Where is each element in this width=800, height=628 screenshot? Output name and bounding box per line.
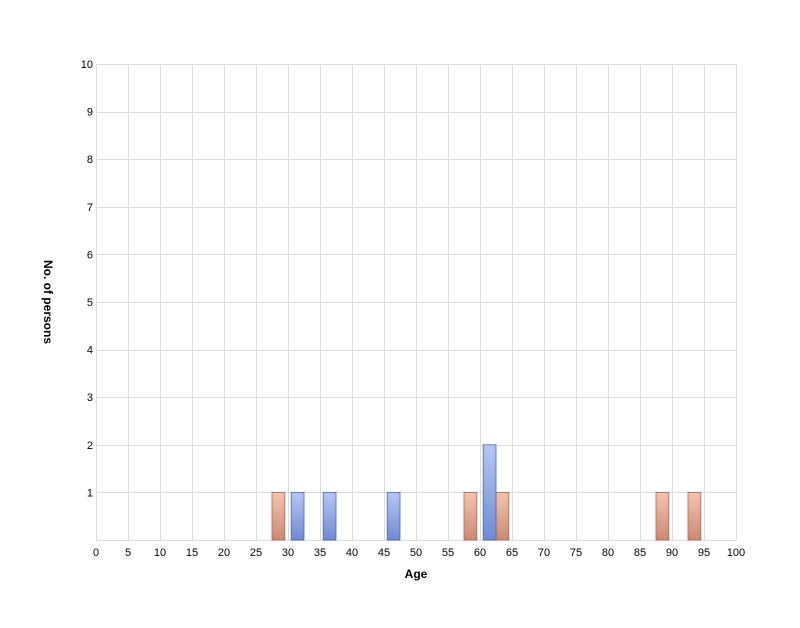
x-tick-label: 0 [93, 547, 99, 559]
y-tick-label: 9 [87, 107, 93, 119]
x-tick-label: 75 [570, 547, 582, 559]
x-tick-label: 50 [410, 547, 422, 559]
x-tick-label: 25 [250, 547, 262, 559]
x-axis-title: Age [405, 567, 428, 581]
x-tick-label: 80 [602, 547, 614, 559]
y-tick-label: 10 [81, 59, 93, 71]
x-tick-label: 40 [346, 547, 358, 559]
bar [687, 491, 702, 541]
x-tick-label: 20 [218, 547, 230, 559]
y-tick-label: 2 [87, 440, 93, 452]
y-axis-title: No. of persons [41, 260, 55, 344]
x-tick-label: 55 [442, 547, 454, 559]
y-tick-label: 6 [87, 249, 93, 261]
bar [495, 491, 510, 541]
bar [463, 491, 478, 541]
bar [290, 491, 305, 541]
bars [271, 444, 702, 541]
x-tick-label: 5 [125, 547, 131, 559]
bar [322, 491, 337, 541]
bar [655, 491, 670, 541]
bar [271, 491, 286, 541]
x-tick-label: 30 [282, 547, 294, 559]
x-tick-label: 15 [186, 547, 198, 559]
x-tick-label: 10 [154, 547, 166, 559]
x-tick-label: 90 [666, 547, 678, 559]
y-tick-label: 8 [87, 154, 93, 166]
x-tick-label: 100 [727, 547, 745, 559]
y-tick-label: 7 [87, 202, 93, 214]
y-tick-label: 1 [87, 487, 93, 499]
x-tick-label: 60 [474, 547, 486, 559]
x-tick-label: 65 [506, 547, 518, 559]
y-tick-label: 4 [87, 345, 93, 357]
tick-labels: 0 5 10 15 20 25 30 35 40 45 50 55 60 65 70 75 80 85 90 95 10… [81, 59, 745, 559]
x-tick-label: 45 [378, 547, 390, 559]
grid [96, 64, 737, 541]
bar [482, 444, 497, 541]
x-tick-label: 95 [698, 547, 710, 559]
x-tick-label: 70 [538, 547, 550, 559]
y-tick-label: 3 [87, 392, 93, 404]
bar [386, 491, 401, 541]
x-tick-label: 35 [314, 547, 326, 559]
x-tick-label: 85 [634, 547, 646, 559]
y-tick-label: 5 [87, 297, 93, 309]
